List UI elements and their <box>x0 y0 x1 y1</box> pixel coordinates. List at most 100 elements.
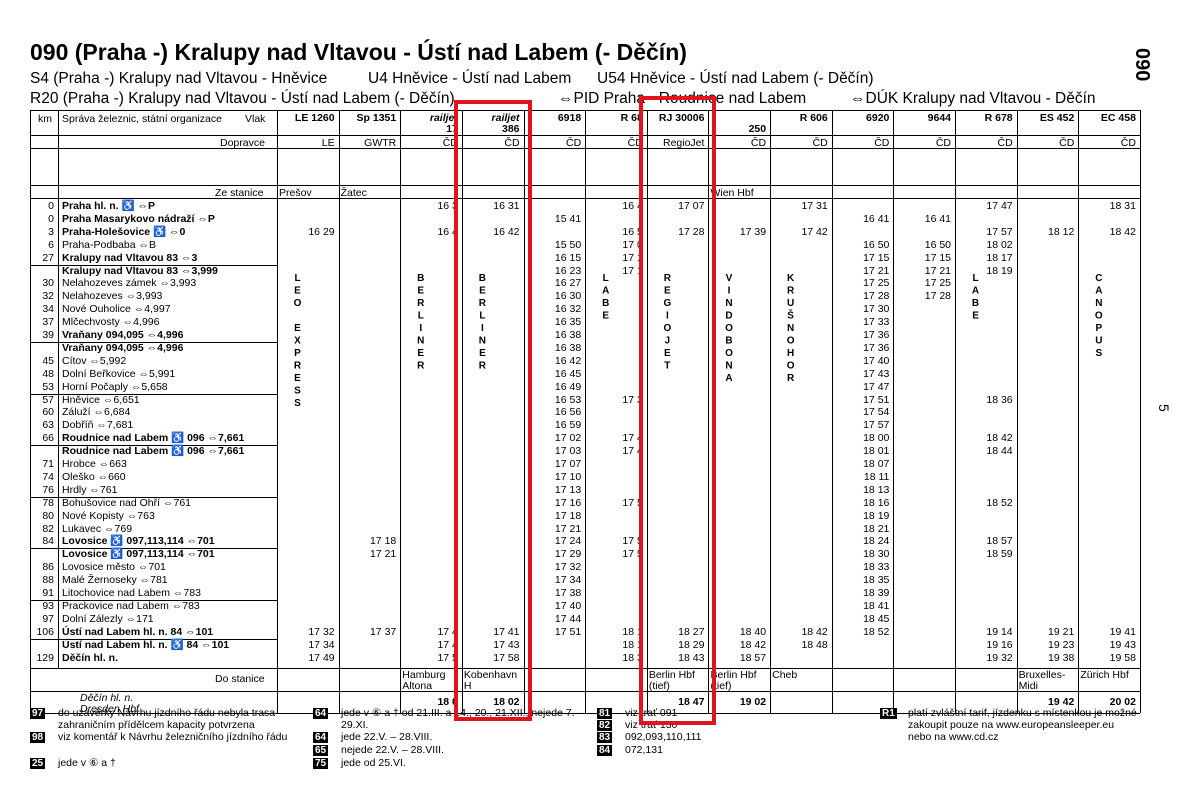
to-station: Cheb <box>772 669 798 682</box>
km: 32 <box>42 290 54 303</box>
station: Mlčechvosty ⇔4,996 <box>62 316 160 329</box>
time: 19 41 <box>1109 625 1136 638</box>
time: 17 21 <box>863 264 890 277</box>
time: 17 39 <box>739 225 767 238</box>
time: 18 02 <box>986 238 1013 251</box>
time: 16 5 <box>622 225 643 238</box>
train-label: 6920 <box>866 112 890 124</box>
time: 18 17 <box>986 251 1013 264</box>
station: Nové Kopisty ⇔763 <box>62 509 155 522</box>
group-rule <box>30 341 277 343</box>
time: 18 00 <box>863 432 890 445</box>
carrier: ČD <box>566 137 582 149</box>
station: Roudnice nad Labem ♿ 096 ⇔7,661 <box>62 432 245 445</box>
train-label: RJ 30006 <box>658 112 705 124</box>
carrier: ČD <box>935 137 952 149</box>
km: 53 <box>42 380 54 393</box>
time: 16 4 <box>622 200 643 212</box>
time: 16 59 <box>554 419 582 432</box>
carrier: RegioJet <box>663 137 705 149</box>
time: 17 5 <box>437 651 458 664</box>
station: Litochovice nad Labem ⇔783 <box>62 587 201 599</box>
time: 17 41 <box>493 625 520 638</box>
rule <box>30 135 1140 136</box>
time: 16 42 <box>493 225 520 238</box>
km: 27 <box>42 251 54 264</box>
time: 17 42 <box>801 225 828 238</box>
carrier: ČD <box>504 137 520 149</box>
station: Nelahozeves ⇔3,993 <box>62 290 163 303</box>
rule <box>708 110 710 714</box>
km: 63 <box>42 419 54 432</box>
time: 16 27 <box>554 277 582 290</box>
station: Cítov ⇔5,992 <box>62 354 127 367</box>
time: 18 29 <box>678 638 705 651</box>
label: Ze stanice <box>215 187 264 199</box>
km: 3 <box>48 225 54 238</box>
time: 17 32 <box>554 561 582 574</box>
time: 17 5 <box>622 548 643 561</box>
time: 18 44 <box>986 445 1013 458</box>
time: 17 15 <box>924 251 952 264</box>
time: 18 35 <box>863 574 890 587</box>
km: 88 <box>42 574 54 587</box>
station: Hněvice ⇔6,651 <box>62 393 140 406</box>
station: Praha Masarykovo nádraží ⇔P <box>62 212 215 225</box>
time: 16 35 <box>554 316 582 329</box>
train-label: R 678 <box>984 112 1013 124</box>
footnote-code: 98 <box>30 732 46 743</box>
time: 18 47 <box>678 696 705 709</box>
train-label: EC 458 <box>1100 112 1136 124</box>
time: 17 25 <box>924 277 952 290</box>
station: Záluží ⇔6,684 <box>62 406 131 419</box>
time: 17 1 <box>622 264 643 277</box>
station: Ústí nad Labem hl. n. ♿ 84 ⇔101 <box>62 638 230 651</box>
rule <box>30 148 1140 149</box>
train-number: 250 <box>748 123 767 135</box>
time: 19 14 <box>986 625 1013 638</box>
station: Malé Žernoseky ⇔781 <box>62 574 168 587</box>
time: 17 5 <box>622 496 643 509</box>
subtitle: U4 Hněvice - Ústí nad Labem <box>368 70 572 87</box>
rule <box>400 110 402 714</box>
footnote-text: jede v ⑥ a † od 21.III. a 14., 20., 21.X… <box>341 707 584 731</box>
station: Kralupy nad Vltavou 83 ⇔3,999 <box>62 264 218 277</box>
time: 18 42 <box>739 638 767 651</box>
km: 84 <box>42 535 54 548</box>
time: 18 11 <box>863 470 890 483</box>
time: 17 24 <box>554 535 582 548</box>
time: 17 13 <box>554 483 582 496</box>
footnote-code: 83 <box>597 732 613 743</box>
time: 16 42 <box>554 354 582 367</box>
rule <box>1078 110 1080 714</box>
time: 17 10 <box>554 470 582 483</box>
label: Správa železnic, státní organizace <box>62 113 222 125</box>
km: 60 <box>42 406 54 419</box>
km: 76 <box>42 483 54 496</box>
time: 17 51 <box>554 625 582 638</box>
footnote-text: nejede 22.V. – 28.VIII. <box>341 744 444 756</box>
km: 93 <box>42 599 54 612</box>
rule <box>955 110 956 714</box>
rule <box>461 110 463 714</box>
time: 18 3 <box>622 651 643 664</box>
time: 18 52 <box>863 625 890 638</box>
time: 18 59 <box>986 548 1013 561</box>
onward-station: Děčín hl. n. <box>80 692 134 705</box>
footnote-text: jede v ⑥ a † <box>58 757 116 769</box>
carrier: ČD <box>997 137 1013 149</box>
time: 16 45 <box>554 367 582 380</box>
footnote-text: jede 22.V. – 28.VIII. <box>341 731 433 743</box>
station: Lovosice město ⇔701 <box>62 561 166 574</box>
time: 17 34 <box>308 638 335 651</box>
time: 18 07 <box>863 458 890 470</box>
km: 82 <box>42 522 54 535</box>
footnote-code: 97 <box>30 708 46 719</box>
time: 17 3 <box>622 393 643 406</box>
time: 18 41 <box>863 599 890 612</box>
rule <box>1140 110 1141 714</box>
time: 17 31 <box>801 200 828 212</box>
page-number: 5 <box>1156 404 1172 412</box>
time: 16 29 <box>308 225 335 238</box>
time: 17 18 <box>554 509 582 522</box>
